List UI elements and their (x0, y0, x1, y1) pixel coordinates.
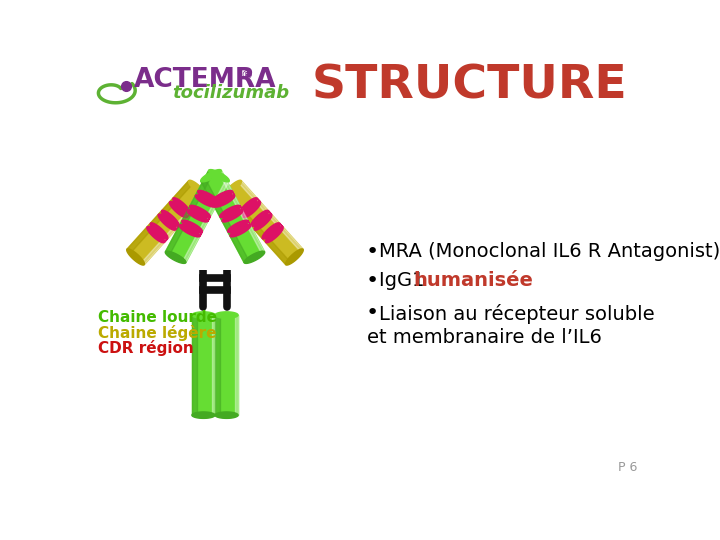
Polygon shape (212, 191, 235, 207)
Text: CDR région: CDR région (98, 340, 194, 356)
Text: Liaison au récepteur soluble: Liaison au récepteur soluble (379, 303, 654, 323)
Polygon shape (251, 210, 272, 230)
Polygon shape (127, 180, 206, 265)
Polygon shape (166, 170, 213, 254)
Polygon shape (228, 220, 251, 237)
Polygon shape (158, 210, 179, 230)
Text: ACTEMRA: ACTEMRA (134, 67, 276, 93)
Polygon shape (192, 315, 197, 415)
Polygon shape (201, 170, 221, 182)
Text: •: • (365, 303, 379, 323)
Text: MRA (Monoclonal IL6 R Antagonist): MRA (Monoclonal IL6 R Antagonist) (379, 242, 720, 261)
Polygon shape (127, 249, 145, 265)
Polygon shape (189, 180, 206, 197)
Polygon shape (224, 180, 241, 197)
Text: •: • (365, 242, 379, 262)
Polygon shape (215, 315, 220, 415)
Text: •: • (365, 271, 379, 291)
Text: Chaine lourde: Chaine lourde (98, 309, 217, 325)
Polygon shape (218, 170, 264, 253)
Polygon shape (209, 170, 229, 182)
Polygon shape (187, 205, 210, 222)
Text: Chaine légère: Chaine légère (98, 325, 217, 341)
Polygon shape (169, 198, 191, 218)
Polygon shape (195, 191, 218, 207)
Text: tocilizumab: tocilizumab (173, 84, 289, 102)
Polygon shape (201, 179, 249, 262)
Polygon shape (201, 170, 264, 262)
Polygon shape (235, 315, 238, 415)
Polygon shape (262, 223, 283, 243)
Polygon shape (224, 193, 289, 265)
Polygon shape (192, 412, 215, 418)
Polygon shape (192, 312, 215, 318)
Polygon shape (215, 412, 238, 418)
Text: humanisée: humanisée (413, 271, 533, 290)
Text: P 6: P 6 (618, 462, 637, 475)
Text: IgG1: IgG1 (379, 271, 431, 290)
Text: et membranaire de l’IL6: et membranaire de l’IL6 (366, 328, 602, 347)
Polygon shape (244, 251, 265, 264)
Polygon shape (183, 179, 229, 262)
Text: ®: ® (240, 69, 253, 82)
Polygon shape (147, 223, 168, 243)
Polygon shape (240, 198, 261, 218)
Polygon shape (238, 180, 303, 252)
Polygon shape (192, 315, 215, 415)
Polygon shape (166, 170, 229, 262)
Polygon shape (220, 205, 243, 222)
Text: STRUCTURE: STRUCTURE (311, 64, 627, 109)
Polygon shape (179, 220, 202, 237)
Polygon shape (166, 251, 186, 264)
Polygon shape (212, 315, 215, 415)
Polygon shape (215, 315, 238, 415)
Polygon shape (142, 194, 206, 265)
Polygon shape (127, 180, 193, 253)
Polygon shape (224, 180, 303, 265)
Polygon shape (215, 312, 238, 318)
Polygon shape (286, 249, 303, 265)
